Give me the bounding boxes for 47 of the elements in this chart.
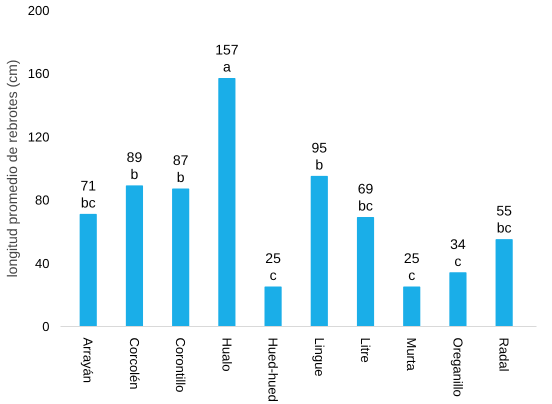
data-label: 71 <box>80 177 96 194</box>
data-label: 55 <box>496 202 512 219</box>
annotation: bc <box>80 194 96 210</box>
x-tick-label: Radal <box>496 338 512 372</box>
annotation: c <box>270 267 277 283</box>
x-tick-label: Litre <box>358 338 374 363</box>
x-tick-label: Oreganillo <box>450 338 466 397</box>
annotation: b <box>176 169 185 186</box>
annotation: b <box>315 156 324 172</box>
y-tick-label: 160 <box>28 66 50 82</box>
y-tick-label: 120 <box>28 129 50 144</box>
x-tick-label: Murta <box>404 338 420 372</box>
data-label: 89 <box>126 148 142 165</box>
annotation: c <box>408 267 416 283</box>
bar <box>449 272 467 326</box>
annotation: bc <box>358 197 373 214</box>
data-label: 34 <box>450 236 466 252</box>
y-tick-label: 200 <box>28 3 50 18</box>
bar <box>310 176 328 326</box>
y-tick-label: 0 <box>42 319 50 334</box>
annotation: c <box>454 252 462 269</box>
annotation: a <box>222 58 231 74</box>
data-label: 157 <box>215 41 239 58</box>
data-label: 25 <box>265 250 282 266</box>
bar <box>80 214 97 326</box>
y-tick-label: 40 <box>35 256 50 271</box>
x-tick-label: Corcolén <box>126 338 142 390</box>
x-tick-label: Lingue <box>312 338 327 377</box>
bar <box>496 239 513 326</box>
annotation: bc <box>496 220 512 236</box>
x-tick-label: Hualo <box>219 338 234 372</box>
y-axis-title: longitud promedio de rebrotes (cm) <box>4 60 20 278</box>
data-label: 69 <box>358 180 374 196</box>
data-label: 87 <box>172 152 189 168</box>
y-tick-label: 80 <box>35 192 50 208</box>
x-tick-label: Corontillo <box>173 338 188 392</box>
x-tick-label: Hued-hued <box>266 338 281 402</box>
bar <box>126 185 144 326</box>
x-tick-label: Arrayán <box>80 338 96 384</box>
data-label: 95 <box>312 139 328 156</box>
bar <box>264 286 282 326</box>
bar <box>218 78 236 326</box>
annotation: b <box>130 166 139 182</box>
bar <box>172 188 190 326</box>
bar <box>356 216 374 326</box>
data-label: 25 <box>404 250 420 266</box>
bar <box>403 286 420 326</box>
